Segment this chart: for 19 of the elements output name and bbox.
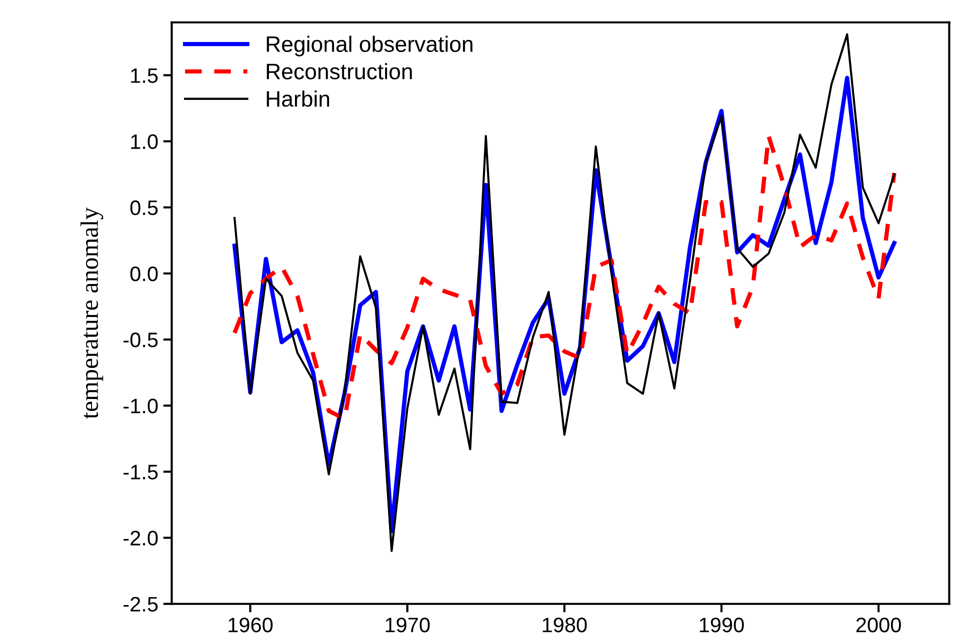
y-tick-label: -2.0 [124,530,158,546]
legend-label: Regional observation [266,36,472,56]
x-tick-label: 1960 [228,618,273,632]
legend-label: Reconstruction [266,63,412,80]
y-tick-label: 0.5 [130,200,158,216]
y-tick-label: -2.5 [124,596,158,612]
y-tick-label: -0.5 [124,332,158,348]
line-series [232,134,896,421]
y-tick-label: 1.5 [131,68,158,83]
x-tick-label: 2000 [856,618,901,632]
x-tick-label: 1970 [386,618,430,632]
y-tick-label: -1.5 [124,464,158,480]
y-tick-label: 1.0 [131,134,158,150]
x-tick-label: 1980 [542,618,587,632]
legend-label: Harbin [266,90,330,107]
x-tick-label: 1990 [700,618,744,632]
y-axis-title: temperature anomaly [80,207,104,419]
y-tick-label: 0.0 [130,266,158,282]
y-tick-label: -1.0 [124,398,158,414]
